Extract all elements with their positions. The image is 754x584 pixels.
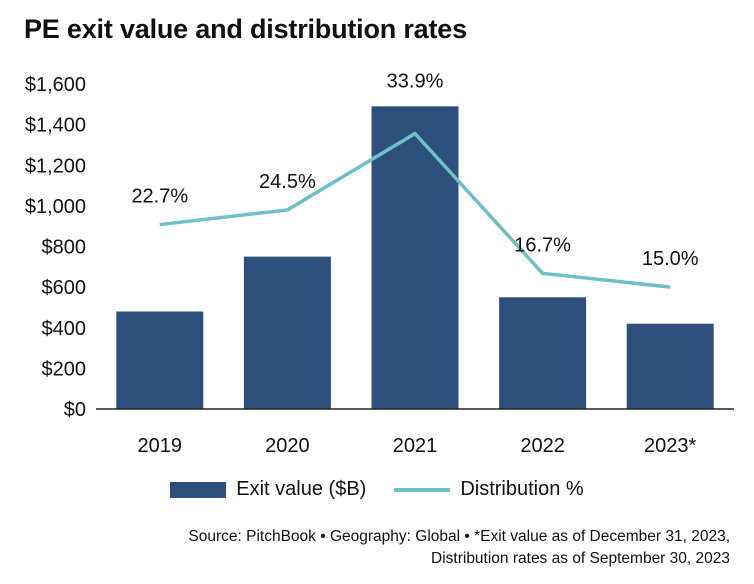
x-tick-label: 2019: [138, 435, 183, 457]
footnote-line-2: Distribution rates as of September 30, 2…: [431, 550, 730, 567]
chart-title: PE exit value and distribution rates: [24, 14, 467, 44]
y-tick-label: $400: [42, 318, 87, 340]
legend-swatch-line: [394, 487, 451, 492]
footnote-line-1: Source: PitchBook • Geography: Global • …: [188, 528, 730, 545]
legend-swatch-bar: [170, 481, 227, 498]
bar: [499, 297, 587, 409]
bar: [371, 106, 459, 409]
data-label: 22.7%: [131, 186, 188, 208]
legend-item-distribution: Distribution %: [394, 478, 584, 501]
y-tick-label: $600: [42, 277, 87, 299]
bar: [243, 256, 331, 409]
legend: Exit value ($B) Distribution %: [0, 478, 754, 501]
y-tick-label: $1,000: [25, 196, 86, 218]
data-label: 24.5%: [259, 171, 316, 193]
data-label: 15.0%: [642, 248, 699, 270]
footnote: Source: PitchBook • Geography: Global • …: [188, 526, 730, 570]
chart-plot: $0 $200 $400 $600 $800 $1,000 $1,200 $1,400 $1,6…: [25, 71, 734, 457]
x-tick-label: 2020: [265, 435, 310, 457]
y-tick-label: $0: [64, 399, 86, 421]
bar: [626, 323, 714, 409]
x-tick-label: 2023*: [644, 435, 696, 457]
bar: [116, 311, 204, 409]
legend-label-distribution: Distribution %: [460, 478, 584, 500]
data-label: 16.7%: [514, 234, 571, 256]
data-label: 33.9%: [387, 71, 444, 93]
x-axis: 2019 2020 2021 2022 2023*: [138, 435, 697, 457]
y-axis: $0 $200 $400 $600 $800 $1,000 $1,200 $1,400 $1,6…: [25, 74, 86, 421]
line-series: 22.7% 24.5% 33.9% 16.7% 15.0%: [131, 71, 699, 289]
legend-item-exit-value: Exit value ($B): [170, 478, 366, 501]
legend-label-exit-value: Exit value ($B): [236, 478, 367, 500]
y-tick-label: $1,400: [25, 115, 86, 137]
bar-series: [116, 106, 714, 409]
x-tick-label: 2021: [393, 435, 438, 457]
y-tick-label: $200: [42, 358, 87, 380]
y-tick-label: $1,600: [25, 74, 86, 96]
x-tick-label: 2022: [520, 435, 565, 457]
y-tick-label: $800: [42, 237, 87, 259]
y-tick-label: $1,200: [25, 155, 86, 177]
